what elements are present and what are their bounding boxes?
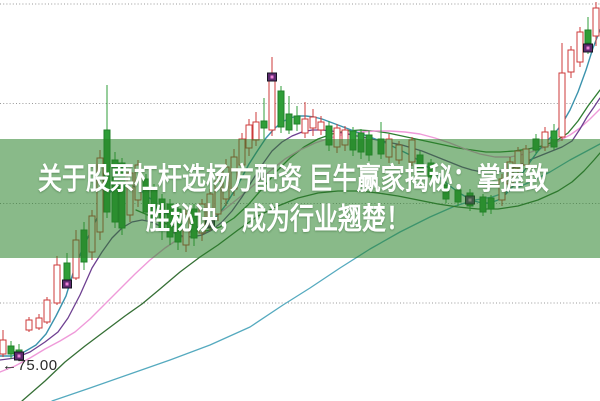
candle-up (341, 129, 349, 146)
left-arrow-icon: ← (2, 357, 18, 374)
candle-up (301, 118, 309, 134)
price-low-label: ←75.00 (2, 357, 58, 374)
candle-up (309, 116, 317, 129)
candle-down (7, 345, 15, 355)
candle-up (592, 7, 600, 37)
candle-up (252, 121, 260, 141)
candle-up (408, 139, 416, 163)
candle-down (349, 130, 357, 151)
candle-down (377, 138, 385, 155)
candle-up (268, 76, 276, 131)
candle-down (277, 90, 285, 128)
candle-up (53, 264, 61, 304)
signal-marker-dot (586, 46, 590, 50)
candle-down (365, 134, 373, 156)
candle-up (541, 131, 549, 148)
candle-up (395, 144, 403, 161)
candle-up (567, 49, 575, 73)
candle-down (532, 138, 540, 151)
candle-down (325, 125, 333, 146)
candle-down (63, 262, 71, 281)
candle-up (317, 121, 325, 131)
candle-up (245, 124, 253, 149)
candle-up (72, 239, 80, 279)
signal-marker-dot (65, 282, 69, 286)
price-low-value: 75.00 (17, 357, 58, 374)
signal-marker-dot (468, 198, 472, 202)
candle-up (558, 72, 566, 138)
candle-up (385, 138, 393, 158)
signal-marker-dot (17, 354, 21, 358)
candle-down (550, 130, 558, 148)
candle-up (333, 127, 341, 148)
candle-down (293, 115, 301, 125)
candle-up (25, 319, 33, 331)
candle-down (285, 113, 293, 131)
candle-up (576, 31, 584, 63)
candle-up (35, 317, 43, 329)
candle-up (238, 138, 246, 166)
headline-line-1: 关于股票杠杆选杨方配资 巨牛赢家揭秘：掌握致 (38, 163, 549, 196)
candle-up (0, 339, 7, 355)
headline-line-2: 胜秘诀，成为行业翘楚！ (146, 203, 410, 236)
candle-up (43, 299, 51, 323)
candle-down (260, 120, 268, 129)
candle-down (357, 132, 365, 153)
candle-down (584, 29, 592, 44)
signal-marker-dot (270, 75, 274, 79)
